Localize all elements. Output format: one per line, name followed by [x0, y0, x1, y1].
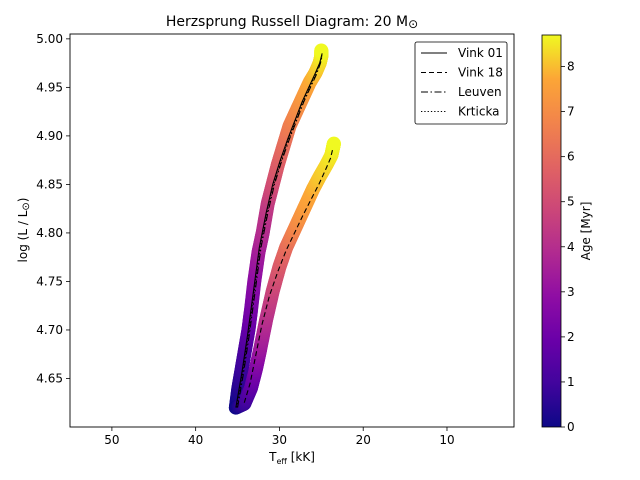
y-tick-label: 4.95	[36, 80, 63, 94]
colorbar-tick-label: 5	[567, 195, 575, 209]
legend: Vink 01 Vink 18 Leuven Krticka	[414, 41, 508, 125]
y-tick-label: 4.70	[36, 323, 63, 337]
track-point-left	[314, 43, 329, 58]
colorbar-tick-label: 4	[567, 240, 575, 254]
legend-label-vink-18: Vink 18	[458, 66, 503, 80]
legend-box	[414, 41, 508, 125]
x-tick-label: 40	[188, 433, 203, 447]
x-tick-label: 20	[356, 433, 371, 447]
age-colored-tracks	[228, 43, 341, 415]
series-line-vink-18	[243, 147, 334, 403]
y-tick-label: 4.75	[36, 274, 63, 288]
colorbar-ticks: 0 1 2 3 4 5 6 7 8	[561, 60, 575, 434]
x-axis-title: Teff [kK]	[268, 450, 315, 466]
colorbar-tick-label: 2	[567, 330, 575, 344]
y-tick-label: 5.00	[36, 32, 63, 46]
mass-loss-lines	[235, 53, 334, 408]
colorbar-tick-label: 1	[567, 375, 575, 389]
x-axis-ticks: 50 40 30 20 10	[104, 427, 455, 447]
y-tick-label: 4.85	[36, 177, 63, 191]
y-tick-label: 4.65	[36, 371, 63, 385]
legend-label-krticka: Krticka	[458, 105, 500, 119]
series-line-leuven	[237, 55, 323, 408]
y-tick-label: 4.80	[36, 226, 63, 240]
y-axis-ticks: 4.65 4.70 4.75 4.80 4.85 4.90 4.95 5.00	[36, 32, 70, 385]
y-tick-label: 4.90	[36, 129, 63, 143]
plot-frame	[69, 33, 515, 428]
x-tick-label: 50	[104, 433, 119, 447]
colorbar-tick-label: 7	[567, 105, 575, 119]
series-line-krticka	[236, 54, 323, 408]
chart-title: Herzsprung Russell Diagram: 20 M⊙	[166, 14, 418, 31]
legend-label-leuven: Leuven	[458, 85, 502, 99]
legend-entries: Vink 01 Vink 18 Leuven Krticka	[421, 46, 503, 119]
colorbar-gradient	[541, 34, 562, 428]
colorbar-label: Age [Myr]	[579, 202, 593, 261]
colorbar-tick-label: 0	[567, 420, 575, 434]
colorbar-tick-label: 8	[567, 60, 575, 74]
colorbar: 0 1 2 3 4 5 6 7 8 Age [Myr]	[541, 34, 593, 434]
track-point-right	[326, 136, 341, 151]
series-line-vink-01	[235, 53, 323, 408]
x-tick-label: 30	[272, 433, 287, 447]
x-tick-label: 10	[439, 433, 454, 447]
colorbar-tick-label: 6	[567, 150, 575, 164]
y-axis-title: log (L / L⊙)	[16, 198, 32, 263]
colorbar-tick-label: 3	[567, 285, 575, 299]
legend-label-vink-01: Vink 01	[458, 46, 503, 60]
